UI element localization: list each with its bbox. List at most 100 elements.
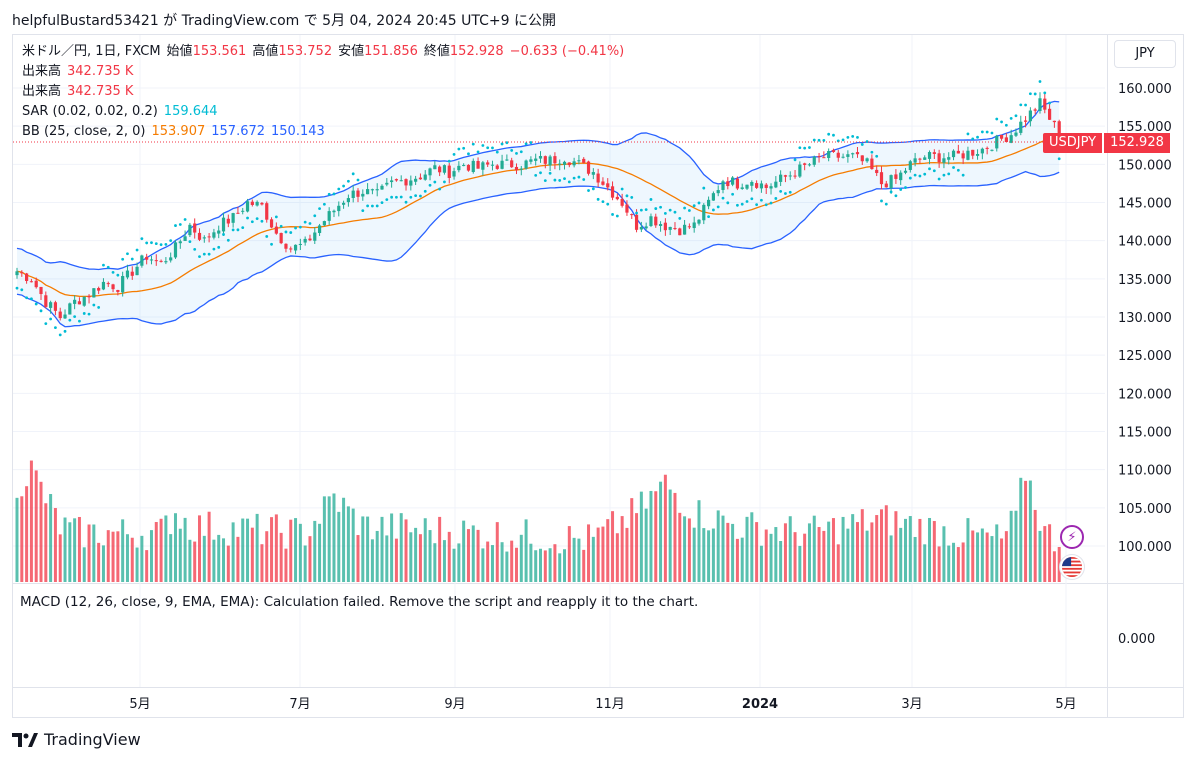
volume-bar: [313, 520, 317, 582]
volume-bar: [846, 528, 850, 582]
sar-dot: [870, 150, 874, 154]
sar-dot: [327, 192, 331, 196]
candle: [106, 283, 110, 285]
sar-dot: [419, 194, 422, 198]
sar-dot: [433, 180, 437, 184]
volume-value: 342.735 K: [67, 64, 134, 79]
sar-dot: [769, 201, 773, 205]
candle: [1009, 135, 1013, 143]
volume-bar: [265, 531, 269, 582]
tradingview-logo[interactable]: TradingView: [12, 730, 141, 749]
volume-bar: [370, 539, 374, 582]
legend-volume-row-2[interactable]: 出来高 342.735 K: [22, 82, 624, 102]
candle: [514, 166, 519, 171]
sar-dot: [952, 166, 955, 169]
volume-bar: [937, 546, 941, 582]
sar-dot: [428, 183, 432, 187]
volume-bar: [130, 537, 134, 582]
flash-icon[interactable]: ⚡: [1060, 525, 1084, 549]
volume-bar: [750, 512, 754, 582]
y-tick-label: 115.000: [1118, 426, 1172, 441]
volume-bar: [596, 527, 600, 582]
volume-bar: [649, 490, 653, 582]
sar-dot: [414, 194, 418, 197]
sar-dot: [875, 154, 879, 158]
sar-dot: [121, 257, 125, 261]
sar-dot: [923, 172, 927, 176]
symbol-title[interactable]: 米ドル／円, 1日, FXCM: [22, 44, 161, 59]
volume-bar: [279, 532, 283, 582]
sar-dot: [443, 180, 446, 184]
volume-bar: [462, 520, 466, 582]
sar-dot: [563, 177, 566, 181]
sar-dot: [625, 194, 629, 198]
legend-volume-row[interactable]: 出来高 342.735 K: [22, 62, 624, 82]
volume-bar: [399, 513, 403, 582]
sar-dot: [375, 204, 379, 208]
candle: [433, 165, 437, 170]
x-tick-label: 5月: [1055, 697, 1076, 712]
candle: [831, 150, 836, 152]
volume-bar: [971, 530, 975, 582]
volume-label: 出来高: [22, 64, 62, 79]
sar-dot: [1004, 123, 1008, 127]
sar-dot: [361, 209, 365, 213]
sar-dot: [178, 223, 182, 226]
sar-dot: [630, 196, 634, 199]
candle: [164, 261, 168, 263]
candle: [313, 232, 317, 241]
sar-dot: [639, 208, 643, 212]
volume-bar: [894, 511, 898, 582]
volume-bar: [361, 516, 365, 582]
candle: [20, 272, 24, 274]
volume-bar: [923, 544, 927, 582]
candle: [990, 149, 994, 151]
open-field: 始値153.561: [167, 42, 247, 62]
candle: [740, 187, 744, 189]
candle: [188, 224, 192, 236]
sar-dot: [668, 208, 672, 212]
us-flag-icon[interactable]: [1060, 555, 1084, 579]
volume-bar: [740, 537, 744, 582]
volume-bar: [812, 515, 816, 582]
volume-bar: [207, 511, 211, 582]
sar-dot: [841, 138, 845, 142]
volume-bar: [1009, 510, 1013, 582]
sar-dot: [284, 230, 288, 234]
volume-bar: [913, 536, 917, 582]
sar-dot: [159, 243, 163, 247]
volume-bar: [755, 522, 759, 582]
candle: [63, 314, 67, 319]
sar-dot: [390, 195, 394, 199]
y-tick-label: 100.000: [1118, 540, 1172, 555]
legend-sar-row[interactable]: SAR (0.02, 0.02, 0.2) 159.644: [22, 102, 624, 122]
volume-bar: [380, 516, 384, 582]
sar-dot: [726, 201, 730, 205]
candle: [697, 219, 701, 224]
pane-divider[interactable]: [12, 583, 1184, 584]
currency-button[interactable]: JPY: [1114, 40, 1176, 68]
candle: [716, 190, 720, 194]
volume-bar: [615, 533, 619, 582]
candle: [279, 233, 283, 244]
y-tick-label: 155.000: [1118, 120, 1172, 135]
volume-bar: [822, 530, 826, 582]
sar-dot: [279, 224, 283, 228]
sar-dot: [1000, 120, 1003, 124]
legend-bb-row[interactable]: BB (25, close, 2, 0) 153.907 157.672 150…: [22, 122, 624, 142]
volume-bar: [385, 535, 389, 582]
sar-dot: [246, 216, 249, 220]
candle: [346, 198, 350, 203]
sar-dot: [884, 202, 888, 206]
volume-bar: [692, 527, 696, 582]
sar-dot: [308, 222, 312, 225]
sar-dot: [606, 202, 610, 206]
volume-bar: [423, 518, 427, 582]
candle: [68, 303, 72, 315]
candle: [851, 153, 855, 155]
sar-dot: [399, 195, 403, 199]
candle: [971, 149, 975, 156]
candle: [755, 183, 759, 188]
volume-bar: [121, 519, 125, 582]
